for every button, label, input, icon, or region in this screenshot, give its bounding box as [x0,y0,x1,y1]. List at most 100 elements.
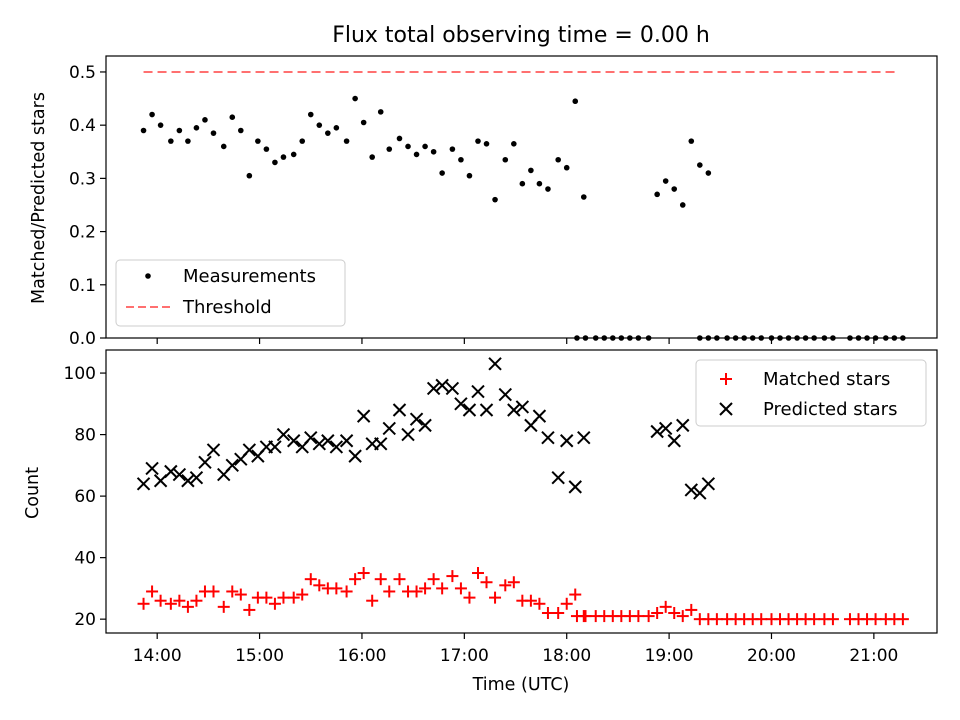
measurement-point [140,127,147,134]
predicted-star-mark-b [189,470,204,485]
predicted-star-mark-b [551,470,565,485]
bottom-plot-frame [105,349,938,634]
predicted-star-point [551,470,565,485]
predicted-star-mark-b [479,403,494,417]
legend-measurements-label: Measurements [183,266,316,287]
predicted-star-point [454,397,468,411]
matched-star-point [419,582,432,595]
predicted-star-mark-b [471,384,485,399]
matched-star-point [146,585,159,598]
matched-star-point [349,573,362,586]
matched-star-point [710,613,723,626]
predicted-star-mark-b [242,443,257,457]
predicted-star-mark-b [401,427,415,442]
predicted-star-point [498,387,512,402]
matched-star-point [393,573,406,586]
predicted-star-mark-b [577,430,591,445]
measurement-point [255,138,261,144]
measurement-point [697,162,703,168]
measurement-point [475,138,481,144]
bottom-x-tick-label: 14:00 [133,646,182,666]
matched-star-point [808,613,821,626]
predicted-star-point [164,464,178,479]
measurement-point [396,135,403,142]
legend-predicted-label: Predicted stars [763,399,897,420]
measurement-point [688,138,695,144]
predicted-star-point [532,409,547,423]
predicted-star-mark-b [286,434,301,448]
matched-star-point [676,610,689,623]
predicted-star-point [445,381,460,396]
predicted-star-point [471,384,485,399]
predicted-star-mark-b [206,443,221,457]
matched-star-point [446,570,459,583]
matched-star-point [340,585,353,598]
measurement-point [220,143,227,150]
bottom-legend: Matched stars Predicted stars [695,359,927,427]
predicted-star-mark-b [488,357,502,371]
top-y-tick-label: 0.3 [69,169,96,189]
measurement-point [563,164,570,171]
top-y-tick-label: 0.0 [69,329,96,349]
measurement-point [422,143,428,150]
legend-measurements-marker [145,273,151,279]
matched-star-point [410,585,423,598]
measurement-point [492,196,498,203]
predicted-star-mark-b [454,397,468,411]
measurement-point [511,140,517,147]
matched-star-point [374,573,387,586]
bottom-x-tick-label: 21:00 [849,646,898,666]
measurement-point [360,119,367,126]
matched-star-point [277,591,290,604]
predicted-star-point [286,434,301,448]
predicted-star-mark-b [462,403,477,417]
predicted-star-point [568,480,582,494]
measurement-point [555,156,561,163]
predicted-star-point [304,430,318,445]
predicted-star-point [701,477,716,491]
matched-star-point [579,610,592,623]
predicted-star-point [392,403,407,417]
matched-star-point [304,573,317,586]
predicted-star-point [462,403,477,417]
measurement-point [386,146,393,152]
measurement-point [369,154,375,160]
top-y-tick-label: 0.2 [69,223,96,243]
measurement-point [671,186,678,192]
predicted-star-point [435,378,449,393]
predicted-star-point [401,427,415,442]
top-plot-area [140,70,906,341]
predicted-star-point [329,440,344,454]
top-y-tick-label: 0.1 [69,276,96,296]
bottom-x-tick-label: 15:00 [235,646,284,666]
measurement-point [519,180,526,187]
bottom-y-tick-label: 60 [74,487,96,507]
matched-star-point [226,585,239,598]
legend-matched-marker [720,373,732,385]
predicted-star-mark-b [676,418,690,433]
predicted-star-point [650,424,664,439]
measurement-point [316,122,323,128]
matched-star-point [366,594,379,607]
measurement-point [157,122,164,128]
matched-star-point [260,591,273,604]
predicted-star-point [356,409,371,423]
matched-star-point [217,600,230,613]
matched-star-point [427,573,440,586]
top-y-tick-label: 0.4 [69,116,96,136]
predicted-star-mark-b [701,477,716,491]
measurement-point [449,146,456,152]
predicted-star-mark-b [276,427,291,442]
matched-star-point [507,576,520,589]
measurement-point [430,148,437,155]
predicted-star-mark-b [172,467,187,482]
predicted-star-mark-b [304,430,318,445]
measurement-point [458,156,464,163]
predicted-star-mark-b [136,477,151,491]
matched-star-point [190,594,203,607]
predicted-star-point [312,437,327,451]
measurement-point [580,194,587,200]
predicted-star-mark-b [225,458,239,473]
predicted-star-point [172,467,187,482]
